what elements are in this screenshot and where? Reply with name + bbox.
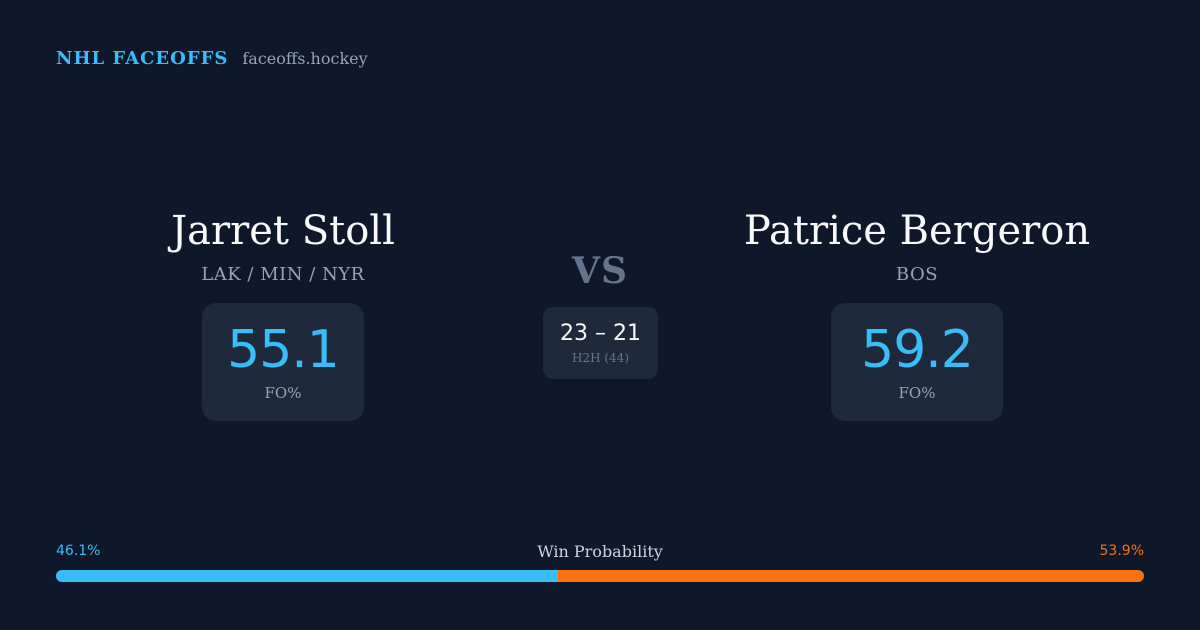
faceoff-percentage-value: 55.1	[227, 320, 340, 380]
win-probability-title: Win Probability	[537, 542, 663, 561]
faceoff-percentage-label: FO%	[898, 384, 936, 402]
win-probability-bar-right	[557, 570, 1144, 582]
brand-title: NHL FACEOFFS	[56, 48, 229, 69]
head-to-head-label: H2H (44)	[571, 351, 629, 365]
head-to-head-card: 23 – 21 H2H (44)	[543, 307, 658, 379]
versus-label: VS	[572, 250, 628, 292]
faceoff-percentage-label: FO%	[264, 384, 302, 402]
win-probability-bar	[56, 570, 1144, 582]
player-right: Patrice Bergeron BOS 59.2 FO%	[697, 205, 1137, 421]
faceoff-percentage-card: 59.2 FO%	[831, 303, 1003, 421]
win-probability-bar-left	[56, 570, 558, 582]
win-probability-right-value: 53.9%	[1099, 543, 1144, 559]
player-teams: BOS	[895, 264, 939, 285]
brand-header: NHL FACEOFFS faceoffs.hockey	[56, 48, 368, 69]
player-teams: LAK / MIN / NYR	[201, 264, 365, 285]
faceoff-percentage-value: 59.2	[861, 320, 974, 380]
faceoff-percentage-card: 55.1 FO%	[202, 303, 364, 421]
player-name: Jarret Stoll	[171, 208, 395, 254]
win-probability-left-value: 46.1%	[56, 543, 101, 559]
head-to-head-score: 23 – 21	[560, 321, 641, 346]
player-left: Jarret Stoll LAK / MIN / NYR 55.1 FO%	[63, 205, 503, 421]
player-name: Patrice Bergeron	[743, 208, 1091, 254]
brand-site: faceoffs.hockey	[242, 49, 368, 68]
